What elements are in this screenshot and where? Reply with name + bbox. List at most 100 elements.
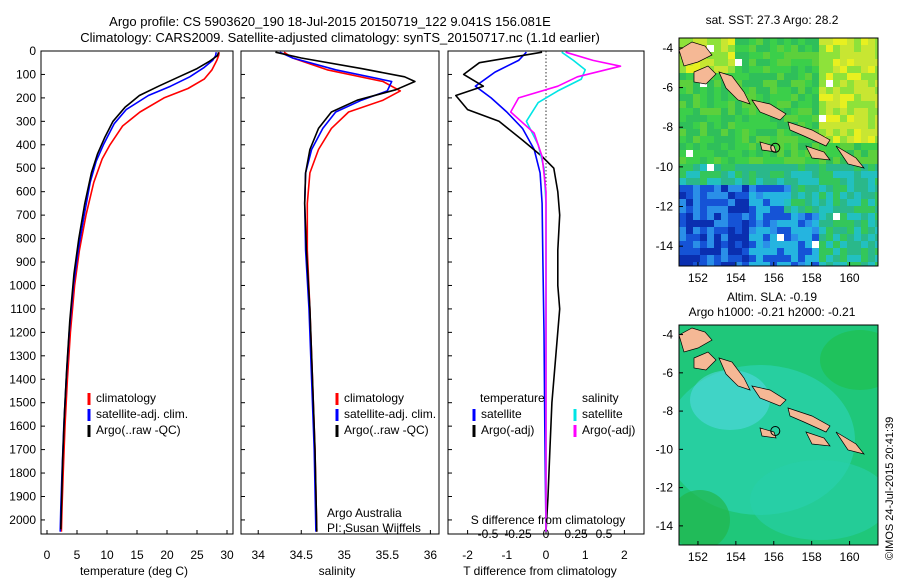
sst-cell [700, 94, 707, 101]
sst-cell [735, 136, 742, 143]
sst-cell [826, 94, 833, 101]
sst-cell [728, 115, 735, 122]
sst-cell [875, 178, 878, 185]
sst-cell [707, 115, 714, 122]
sst-cell [714, 157, 721, 164]
sst-cell [868, 101, 875, 108]
sst-cell [728, 136, 735, 143]
sst-cell [826, 185, 833, 192]
sst-cell [805, 150, 812, 157]
sst-cell [735, 73, 742, 80]
sst-cell [854, 136, 861, 143]
sst-cell [812, 164, 819, 171]
sst-cell [700, 199, 707, 206]
sst-cell [847, 192, 854, 199]
temperature-axis-label: temperature (deg C) [80, 564, 188, 578]
sst-cell [812, 248, 819, 255]
sst-cell [847, 248, 854, 255]
sst-cell [826, 241, 833, 248]
sst-cell [805, 45, 812, 52]
sst-cell [847, 262, 854, 266]
sst-cell [833, 136, 840, 143]
sst-cell [875, 199, 878, 206]
sst-cell [819, 255, 826, 262]
sst-cell [805, 178, 812, 185]
sst-cell [854, 185, 861, 192]
sst-cell [854, 220, 861, 227]
sst-cell [742, 185, 749, 192]
x-tick-label: 20 [160, 548, 174, 562]
sst-cell [791, 248, 798, 255]
sst-cell [728, 192, 735, 199]
map-x-tick-label: 154 [726, 271, 746, 285]
sst-cell [791, 87, 798, 94]
sst-cell [721, 94, 728, 101]
sst-cell [784, 262, 791, 266]
sst-cell [812, 122, 819, 129]
sst-cell [861, 234, 868, 241]
sst-cell [735, 59, 742, 66]
sst-cell [735, 150, 742, 157]
sst-cell [686, 101, 693, 108]
sst-cell [686, 262, 693, 266]
sst-cell [819, 59, 826, 66]
legend-t-argo: Argo(-adj) [481, 423, 534, 437]
sst-cell [861, 227, 868, 234]
sst-cell [742, 59, 749, 66]
sst-cell [714, 45, 721, 52]
sst-cell [875, 80, 878, 87]
sst-cell [819, 157, 826, 164]
sst-cell [742, 52, 749, 59]
sst-cell [714, 80, 721, 87]
sst-cell [728, 213, 735, 220]
argo-position-marker [770, 142, 781, 153]
sst-cell [749, 199, 756, 206]
sst-cell [875, 241, 878, 248]
sst-cell [714, 66, 721, 73]
sst-cell [728, 241, 735, 248]
sst-cell [784, 80, 791, 87]
sst-cell [861, 185, 868, 192]
sst-cell [784, 66, 791, 73]
sst-cell [735, 206, 742, 213]
sst-cell [679, 164, 686, 171]
map-y-tick-label: -6 [662, 366, 673, 380]
sst-cell [812, 171, 819, 178]
sst-cell [714, 164, 721, 171]
sst-cell [735, 192, 742, 199]
legend-t-satellite: satellite [481, 407, 522, 421]
sst-cell [721, 59, 728, 66]
sst-cell [868, 45, 875, 52]
sst-cell [735, 199, 742, 206]
sst-cell [763, 73, 770, 80]
sst-cell [777, 143, 784, 150]
map-x-tick-label: 152 [688, 550, 708, 564]
sst-cell [707, 171, 714, 178]
sst-cell [847, 122, 854, 129]
sst-cell [784, 199, 791, 206]
sst-cell [826, 115, 833, 122]
sst-cell [854, 178, 861, 185]
sst-cell [840, 199, 847, 206]
sst-cell [728, 101, 735, 108]
sst-cell [812, 87, 819, 94]
sst-cell [819, 66, 826, 73]
sst-cell [833, 87, 840, 94]
sst-cell [749, 143, 756, 150]
sst-cell [840, 241, 847, 248]
sst-cell [798, 80, 805, 87]
sst-cell [798, 248, 805, 255]
sst-cell [840, 52, 847, 59]
sst-cell [693, 185, 700, 192]
sst-cell [770, 45, 777, 52]
sst-cell [833, 178, 840, 185]
sst-cell [742, 136, 749, 143]
sst-cell [728, 206, 735, 213]
sst-cell [763, 241, 770, 248]
sst-cell [749, 227, 756, 234]
sst-cell [784, 213, 791, 220]
sst-cell [784, 143, 791, 150]
sst-cell [700, 38, 707, 45]
sst-cell [854, 241, 861, 248]
sst-cell [805, 80, 812, 87]
